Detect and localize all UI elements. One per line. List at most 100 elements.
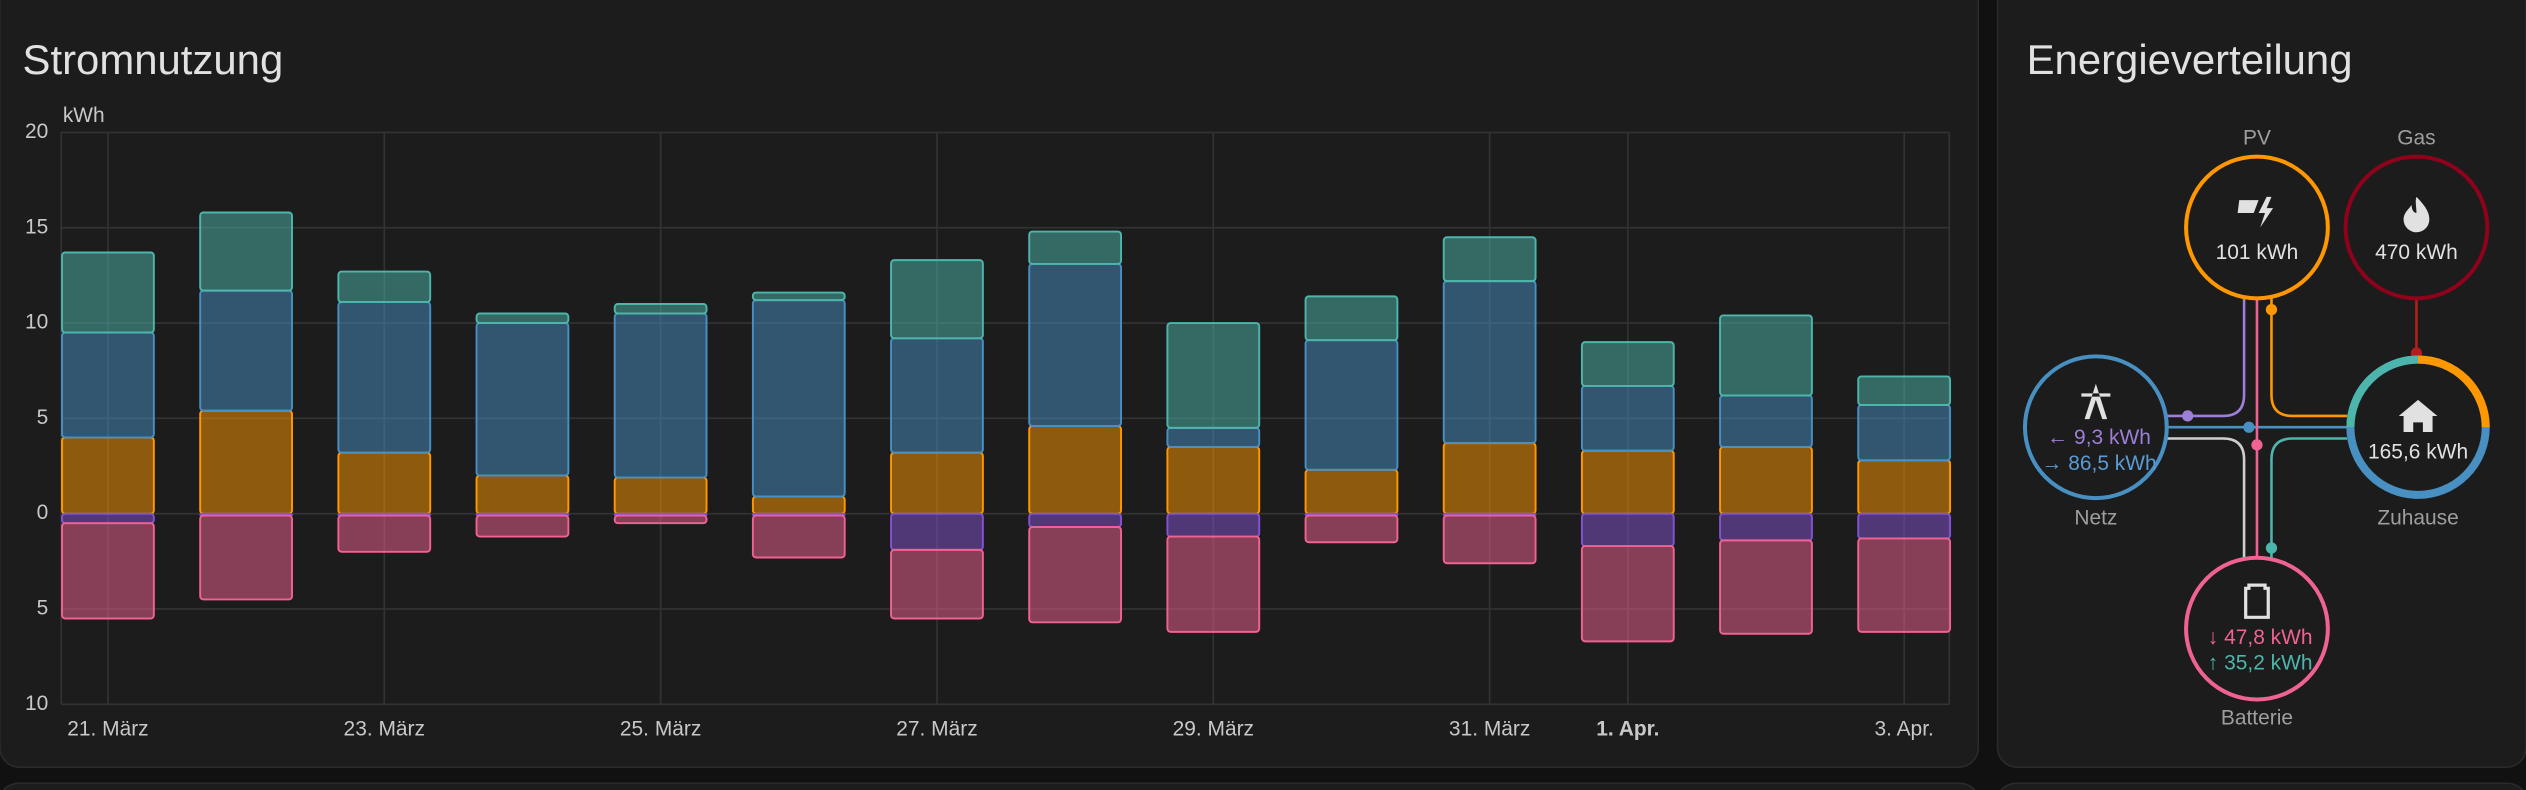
y-tick-label: 15 [25, 215, 48, 238]
node-value: ↑ 35,2 kWh [2208, 652, 2313, 675]
flow-dot [2251, 439, 2263, 451]
next-card [2, 782, 1976, 790]
bar-segment [1857, 375, 1952, 406]
bar-segment [1719, 314, 1813, 397]
node-value: → 86,5 kWh [2041, 452, 2156, 475]
bar-segment [1580, 384, 1675, 452]
bar-segment [1166, 512, 1261, 538]
icon-home [2398, 399, 2438, 433]
flow-dot [2243, 421, 2255, 433]
x-tick-label: 23. März [344, 718, 425, 741]
bar-segment [199, 514, 293, 601]
bar-segment [890, 451, 984, 515]
node-battery [2184, 555, 2330, 702]
bar-segment [1442, 442, 1537, 515]
x-tick-label: 31. März [1449, 718, 1530, 741]
bar-segment [751, 495, 846, 515]
bar-segment [1166, 322, 1261, 429]
x-tick-label: 21. März [67, 718, 148, 741]
bar-segment [1166, 535, 1261, 633]
node-value: 101 kWh [2216, 241, 2299, 264]
bar-segment [1166, 445, 1261, 515]
node-value: ← 9,3 kWh [2047, 426, 2151, 449]
node-value: 165,6 kWh [2368, 441, 2468, 464]
flow-dot [2265, 303, 2278, 316]
bar-segment [890, 512, 984, 551]
y-axis-unit: kWh [63, 104, 105, 127]
bar-segment [61, 522, 155, 620]
icon-battery [2244, 583, 2270, 619]
bar-segment [337, 514, 432, 553]
bar-segment [1442, 236, 1537, 283]
x-tick-label: 1. Apr. [1596, 718, 1659, 741]
bar-segment [1028, 262, 1123, 427]
bar-segment [1442, 514, 1537, 565]
bar-segment [613, 303, 708, 315]
y-tick-label: 5 [37, 406, 49, 429]
node-label: Gas [2397, 126, 2435, 149]
y-tick-label: 5 [37, 597, 49, 620]
bar-segment [1580, 449, 1675, 515]
flow [2166, 437, 2246, 558]
bar-segment [1719, 539, 1813, 635]
bar-segment [1028, 526, 1123, 624]
node-value: 470 kWh [2375, 241, 2458, 264]
bar-segment [199, 211, 293, 292]
bar-segment [1719, 512, 1813, 542]
bar-segment [199, 409, 293, 515]
distribution-title: Energieverteilung [2027, 36, 2353, 83]
bar-segment [890, 337, 984, 454]
chart: 10 5 0 5 10 15 20 21. März 23. März 25. März 27. M… [25, 120, 1952, 741]
flow [2270, 298, 2348, 418]
bar-segment [751, 291, 846, 302]
bar-segment [1442, 280, 1537, 445]
bar-segment [337, 451, 432, 515]
bar-segment [1857, 404, 1952, 462]
home-ring [2417, 355, 2490, 428]
x-tick-label: 25. März [620, 718, 701, 741]
bar-segment [1028, 230, 1123, 265]
bar-segment [61, 512, 155, 525]
y-tick-label: 20 [25, 120, 48, 143]
flow [2166, 298, 2246, 418]
bar-segment [61, 331, 155, 439]
bar-segment [1028, 512, 1123, 528]
flow-dot [2182, 410, 2194, 422]
bar-segment [1580, 512, 1675, 548]
bar-segment [475, 474, 570, 515]
bar-segment [890, 548, 984, 620]
bar-segment [1580, 545, 1675, 643]
bar-segment [1028, 425, 1123, 515]
bar-segment [1304, 468, 1399, 515]
energy-distribution: Energieverteilung [2022, 36, 2490, 729]
bar-segment [1166, 426, 1261, 448]
node-label: Zuhause [2377, 507, 2458, 530]
node-value: ↓ 47,8 kWh [2208, 626, 2313, 649]
bar-segment [1857, 537, 1952, 633]
bar-segment [1857, 512, 1952, 540]
icon-gas [2403, 196, 2430, 233]
node-pv [2184, 154, 2330, 301]
bar-segment [199, 289, 293, 412]
node-label: PV [2243, 126, 2271, 149]
bar-segment [475, 514, 570, 538]
bar-segment [751, 514, 846, 559]
chart-card [0, 0, 1980, 768]
bar-segment [613, 312, 708, 479]
bar-segment [61, 251, 155, 334]
flow-dot [2265, 542, 2278, 554]
icon-grid [2081, 383, 2111, 420]
bar-segment [337, 301, 432, 454]
bar-segment [890, 259, 984, 340]
bar-segment [1304, 514, 1399, 544]
x-tick-label: 3. Apr. [1874, 718, 1933, 741]
bar-segment [1304, 339, 1399, 471]
y-tick-label: 10 [25, 692, 48, 715]
x-tick-label: 29. März [1173, 718, 1254, 741]
bar-segment [475, 312, 570, 325]
x-tick-label: 27. März [896, 718, 977, 741]
y-tick-label: 0 [37, 501, 49, 524]
bar-segment [751, 299, 846, 498]
bar-segment [1857, 459, 1952, 515]
